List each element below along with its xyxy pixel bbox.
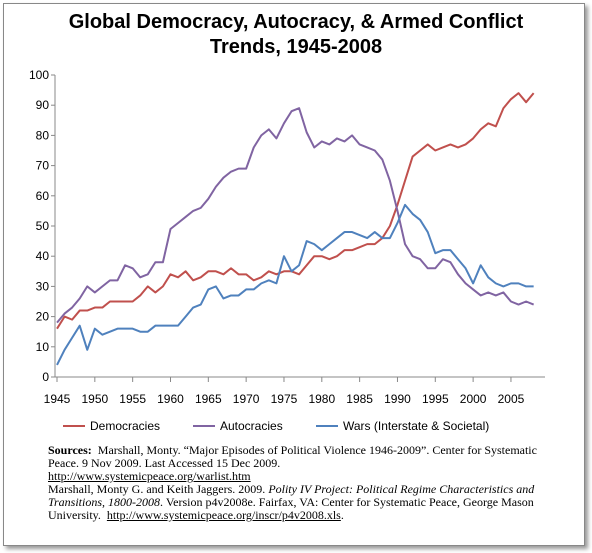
x-tick-label: 1985 — [346, 392, 373, 406]
reference-text: Marshall, Monty. “Major Episodes of Poli… — [48, 443, 537, 470]
reference-title: Polity IV Project: Political Regime Char… — [48, 482, 535, 509]
y-tick-label: 40 — [36, 249, 50, 263]
x-tick-label: 1995 — [422, 392, 449, 406]
x-tick-label: 1945 — [44, 392, 71, 406]
y-tick-label: 30 — [36, 279, 50, 293]
y-tick-label: 100 — [29, 68, 49, 82]
title-line: Global Democracy, Autocracy, & Armed Con… — [69, 11, 524, 33]
legend-label: Wars (Interstate & Societal) — [343, 419, 489, 433]
reference: Marshall, Monty G. and Keith Jaggers. 20… — [48, 482, 535, 522]
x-tick-label: 1975 — [271, 392, 298, 406]
x-tick-label: 1990 — [384, 392, 411, 406]
x-tick-label: 1960 — [157, 392, 184, 406]
chart-title: Global Democracy, Autocracy, & Armed Con… — [69, 11, 524, 58]
reference-text: . Version p4v2008e. Fairfax, VA: Center … — [48, 495, 534, 522]
data-line — [56, 92, 535, 330]
legend-label: Democracies — [90, 419, 160, 433]
x-tick-label: 1970 — [233, 392, 260, 406]
x-tick-label: 1950 — [81, 392, 108, 406]
x-tick-label: 2005 — [498, 392, 525, 406]
data-line — [56, 107, 535, 324]
y-tick-label: 60 — [36, 189, 50, 203]
sources-label: Sources: — [48, 443, 92, 457]
x-tick-label: 1980 — [308, 392, 335, 406]
y-tick-label: 80 — [36, 128, 50, 142]
y-tick-label: 70 — [36, 159, 50, 173]
title-line: Trends, 1945-2008 — [210, 36, 382, 58]
legend-label: Autocracies — [220, 419, 283, 433]
x-tick-label: 1965 — [195, 392, 222, 406]
sources: Sources: Marshall, Monty. “Major Episode… — [48, 444, 548, 522]
y-tick-label: 90 — [36, 98, 50, 112]
y-tick-label: 10 — [36, 340, 50, 354]
y-tick-label: 50 — [36, 219, 50, 233]
x-tick-label: 1955 — [119, 392, 146, 406]
chart-frame — [3, 3, 585, 546]
y-tick-label: 0 — [42, 370, 49, 384]
data-line — [56, 203, 534, 366]
x-tick-label: 2000 — [460, 392, 487, 406]
link[interactable]: http://www.systemicpeace.org/warlist.htm — [48, 469, 251, 483]
link[interactable]: http://www.systemicpeace.org/inscr/p4v20… — [106, 508, 341, 522]
reference-text: Marshall, Monty G. and Keith Jaggers. 20… — [48, 482, 266, 496]
y-tick-label: 20 — [36, 310, 50, 324]
reference: Sources: Marshall, Monty. “Major Episode… — [48, 444, 548, 483]
